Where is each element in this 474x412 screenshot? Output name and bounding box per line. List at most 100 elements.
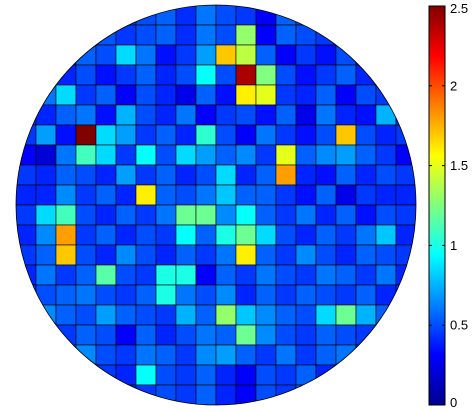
heatmap-cell <box>375 304 397 326</box>
heatmap-cell <box>115 144 137 166</box>
heatmap-cell <box>315 84 337 106</box>
heatmap-cell <box>55 284 77 306</box>
heatmap-cell <box>215 84 237 106</box>
heatmap-cell <box>255 24 277 46</box>
heatmap-cell <box>215 24 237 46</box>
heatmap-cell <box>255 324 277 346</box>
heatmap-cell <box>95 164 117 186</box>
heatmap-cell <box>195 84 217 106</box>
heatmap-cell <box>55 24 77 46</box>
heatmap-cell <box>295 184 317 206</box>
heatmap-cell <box>75 124 97 146</box>
heatmap-cell <box>295 304 317 326</box>
heatmap-cell <box>195 64 217 86</box>
heatmap-cell <box>55 84 77 106</box>
heatmap-cell <box>275 344 297 366</box>
heatmap-cell <box>195 144 217 166</box>
heatmap-cell <box>355 364 377 386</box>
heatmap-cell <box>55 304 77 326</box>
heatmap-cells <box>16 5 416 405</box>
heatmap-cell <box>375 244 397 266</box>
heatmap-cell <box>335 264 357 286</box>
heatmap-cell <box>255 164 277 186</box>
heatmap-cell <box>135 104 157 126</box>
heatmap-cell <box>35 264 57 286</box>
heatmap-cell <box>16 304 37 326</box>
heatmap-cell <box>315 324 337 346</box>
heatmap-cell <box>215 104 237 126</box>
heatmap-cell <box>275 84 297 106</box>
heatmap-cell <box>35 124 57 146</box>
heatmap-cell <box>175 44 197 66</box>
heatmap-cell <box>215 224 237 246</box>
heatmap-cell <box>16 144 37 166</box>
heatmap-cell <box>375 324 397 346</box>
heatmap-cell <box>315 224 337 246</box>
heatmap-cell <box>295 224 317 246</box>
heatmap-cell <box>375 144 397 166</box>
heatmap-cell <box>395 364 416 386</box>
heatmap-cell <box>95 364 117 386</box>
heatmap-cell <box>395 44 416 66</box>
colorbar-gradient <box>428 5 446 406</box>
heatmap-cell <box>16 364 37 386</box>
heatmap-cell <box>215 64 237 86</box>
heatmap-cell <box>75 164 97 186</box>
heatmap-cell <box>355 324 377 346</box>
heatmap-cell <box>355 184 377 206</box>
heatmap-cell <box>195 284 217 306</box>
heatmap-cell <box>95 64 117 86</box>
heatmap-cell <box>75 24 97 46</box>
heatmap-cell <box>35 304 57 326</box>
heatmap-cell <box>295 344 317 366</box>
heatmap-cell <box>75 44 97 66</box>
heatmap-cell <box>55 144 77 166</box>
heatmap-cell <box>55 164 77 186</box>
heatmap-cell <box>375 64 397 86</box>
heatmap-cell <box>235 164 257 186</box>
heatmap-cell <box>375 364 397 386</box>
heatmap-cell <box>255 104 277 126</box>
heatmap-cell <box>335 5 357 26</box>
heatmap-cell <box>115 24 137 46</box>
heatmap-cell <box>355 164 377 186</box>
heatmap-cell <box>295 284 317 306</box>
heatmap-cell <box>175 124 197 146</box>
heatmap-cell <box>95 324 117 346</box>
heatmap-cell <box>115 64 137 86</box>
heatmap-cell <box>295 44 317 66</box>
heatmap-cell <box>395 204 416 226</box>
heatmap-cell <box>295 5 317 26</box>
heatmap-cell <box>355 284 377 306</box>
heatmap-cell <box>16 244 37 266</box>
heatmap-cell <box>395 284 416 306</box>
heatmap-cell <box>315 5 337 26</box>
heatmap-cell <box>395 144 416 166</box>
heatmap-cell <box>375 204 397 226</box>
heatmap-cell <box>275 324 297 346</box>
heatmap-cell <box>335 104 357 126</box>
heatmap-cell <box>95 224 117 246</box>
heatmap-cell <box>275 264 297 286</box>
heatmap-cell <box>75 104 97 126</box>
heatmap-cell <box>175 384 197 405</box>
heatmap-cell <box>16 5 37 26</box>
heatmap-cell <box>295 384 317 405</box>
heatmap-cell <box>95 264 117 286</box>
heatmap-cell <box>35 144 57 166</box>
heatmap-cell <box>355 104 377 126</box>
heatmap-cell <box>215 364 237 386</box>
heatmap-cell <box>35 64 57 86</box>
heatmap-cell <box>55 5 77 26</box>
heatmap-cell <box>235 184 257 206</box>
heatmap-cell <box>75 324 97 346</box>
heatmap-cell <box>35 244 57 266</box>
heatmap-cell <box>295 164 317 186</box>
heatmap-cell <box>255 84 277 106</box>
colorbar-tick-label: 1 <box>450 238 457 253</box>
heatmap-cell <box>175 304 197 326</box>
heatmap-cell <box>375 224 397 246</box>
heatmap-cell <box>375 264 397 286</box>
heatmap-cell <box>155 104 177 126</box>
heatmap-cell <box>335 124 357 146</box>
